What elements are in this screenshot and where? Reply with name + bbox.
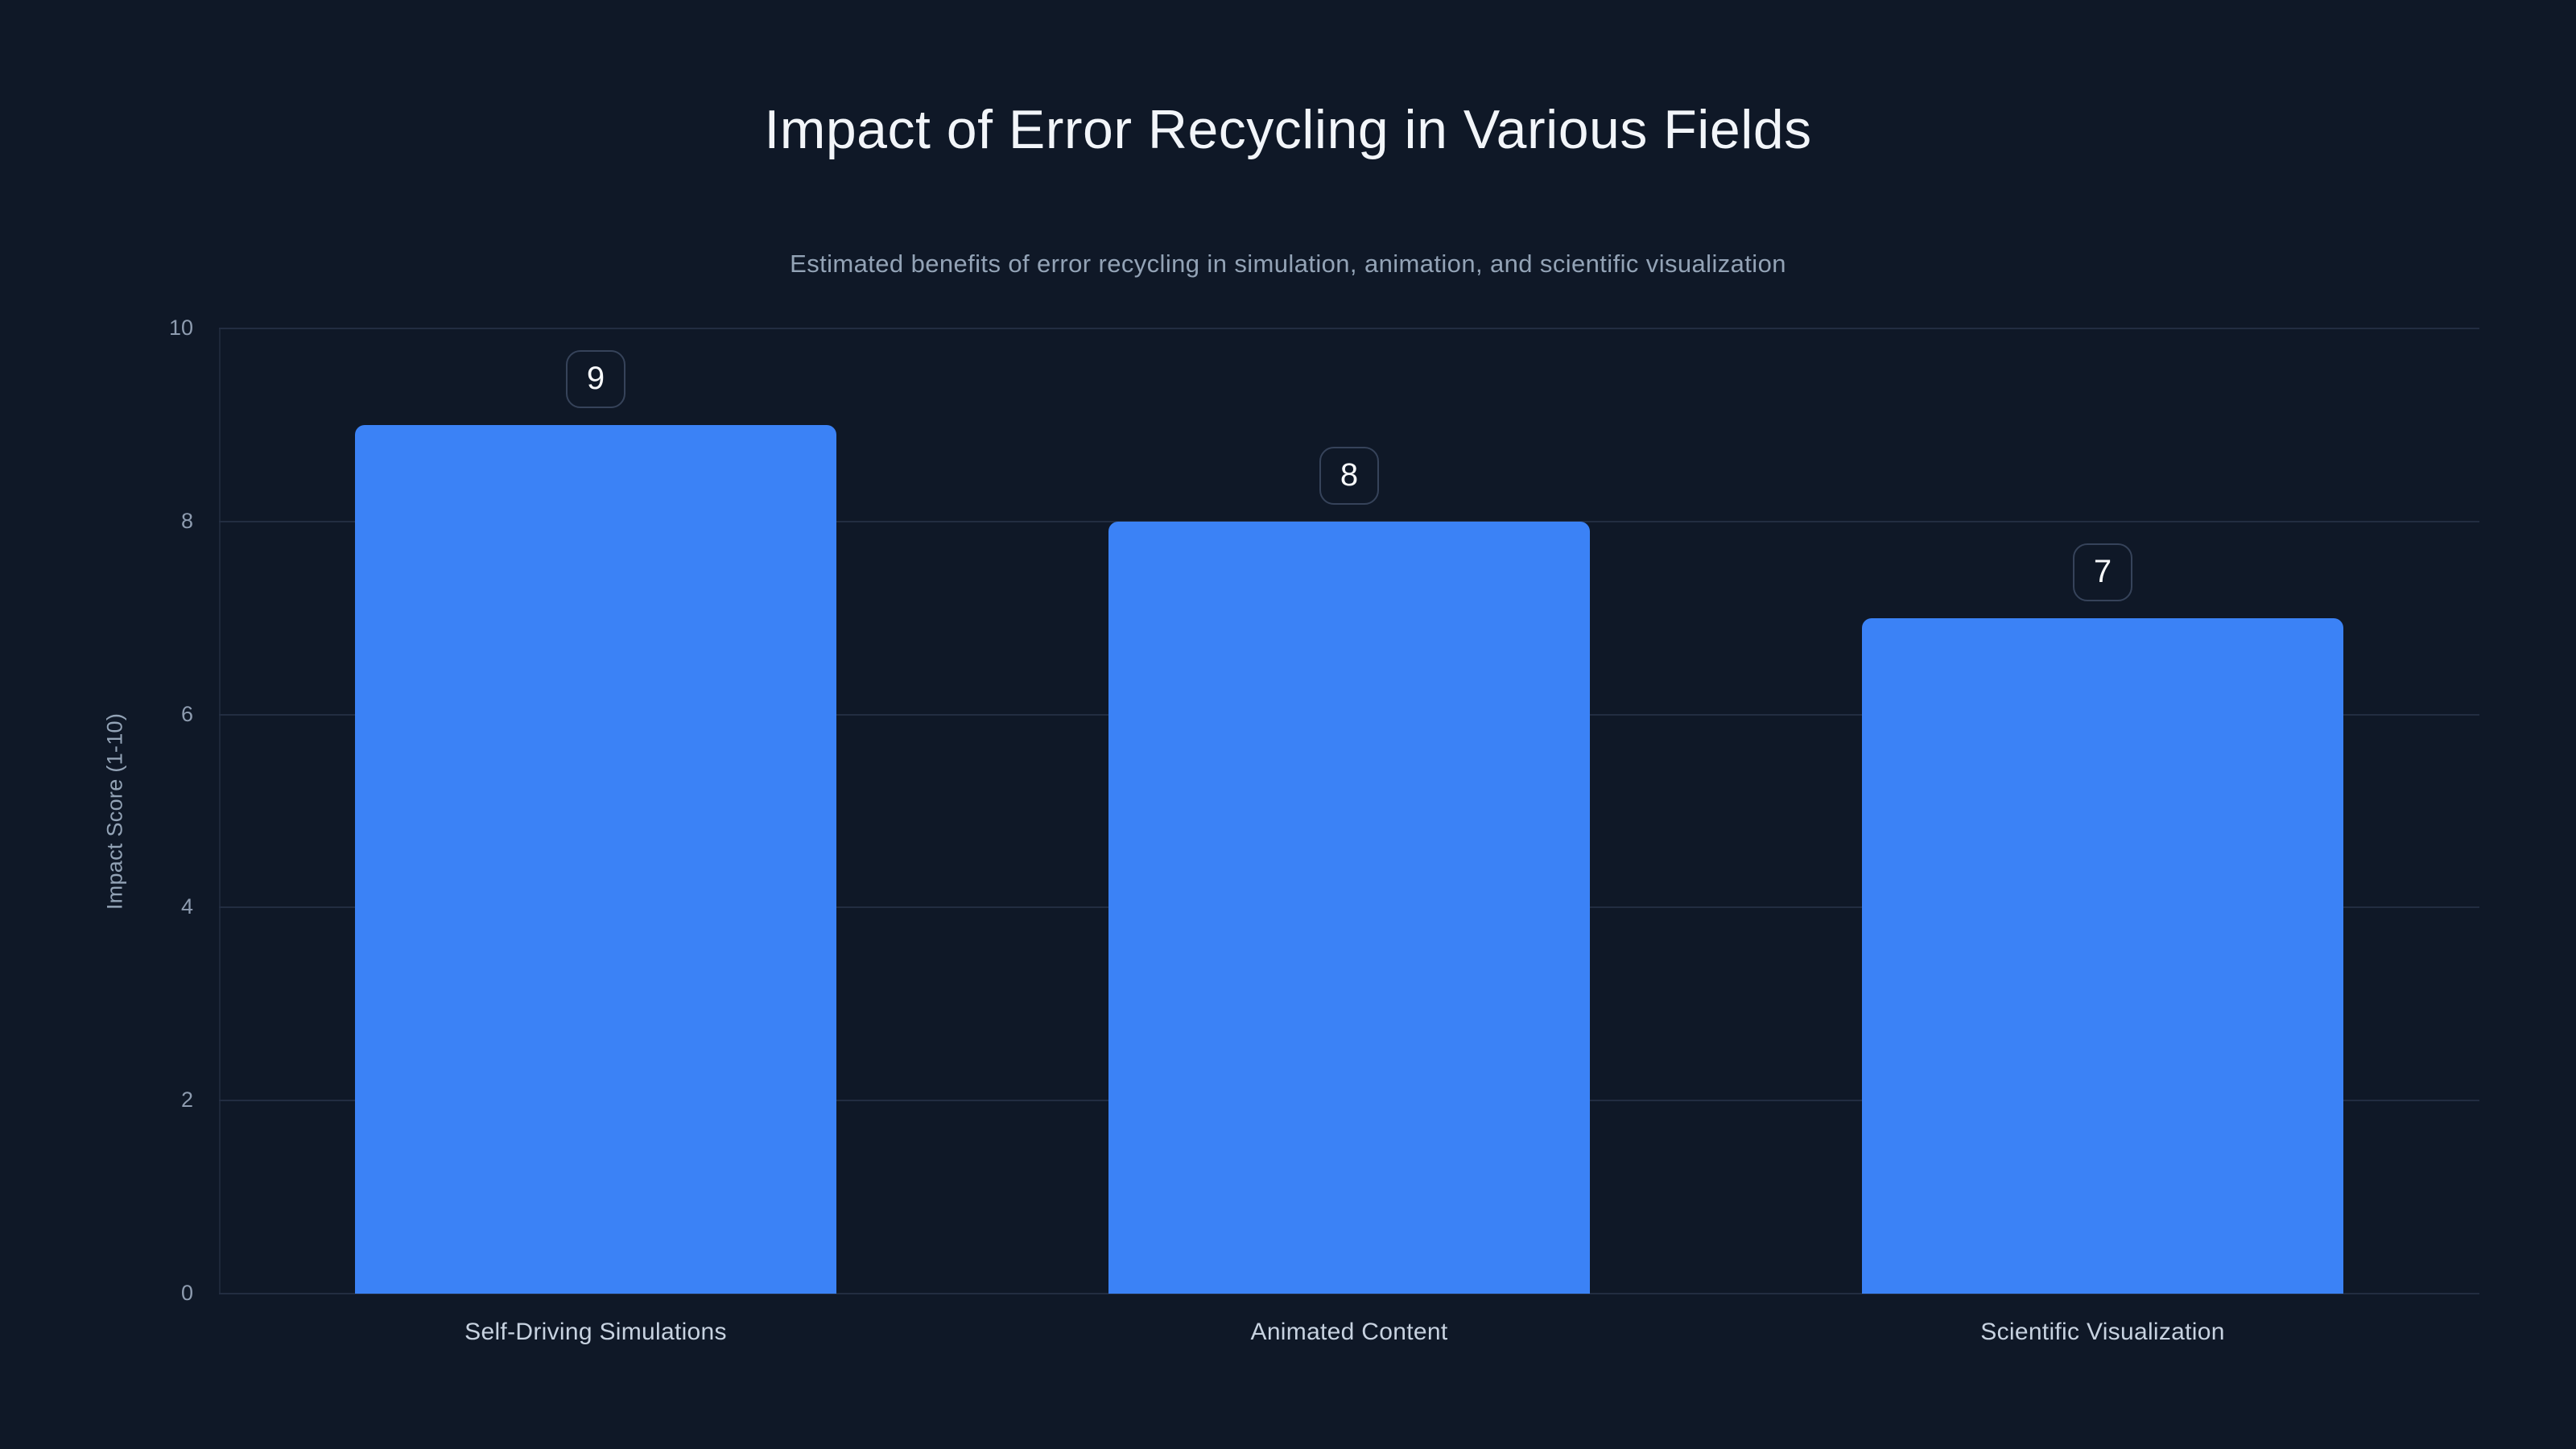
x-category-label-1: Self-Driving Simulations: [464, 1319, 727, 1345]
value-badge-2: 8: [1319, 446, 1379, 505]
value-badge-3: 7: [2073, 543, 2132, 601]
y-axis-label: Impact Score (1-10): [102, 712, 127, 910]
bar-2[interactable]: [1108, 521, 1590, 1294]
chart-subtitle: Estimated benefits of error recycling in…: [790, 250, 1786, 278]
value-badge-1: 9: [566, 349, 625, 408]
x-category-label-3: Scientific Visualization: [1980, 1319, 2225, 1345]
y-tick-label-10: 10: [168, 316, 193, 340]
gridline-y-0: [219, 1293, 2479, 1294]
y-axis-line: [219, 328, 221, 1294]
y-tick-label-4: 4: [180, 894, 193, 919]
plot-area: 9 8 7: [219, 328, 2479, 1294]
bar-1[interactable]: [355, 424, 836, 1294]
y-tick-label-0: 0: [180, 1281, 193, 1305]
x-category-label-2: Animated Content: [1250, 1319, 1448, 1345]
bar-3[interactable]: [1862, 617, 2343, 1294]
y-tick-label-6: 6: [180, 701, 193, 726]
gridline-y-8: [219, 520, 2479, 522]
y-tick-label-2: 2: [180, 1088, 193, 1113]
y-tick-label-8: 8: [180, 508, 193, 533]
gridline-y-10: [219, 328, 2479, 329]
chart-title: Impact of Error Recycling in Various Fie…: [764, 99, 1812, 160]
